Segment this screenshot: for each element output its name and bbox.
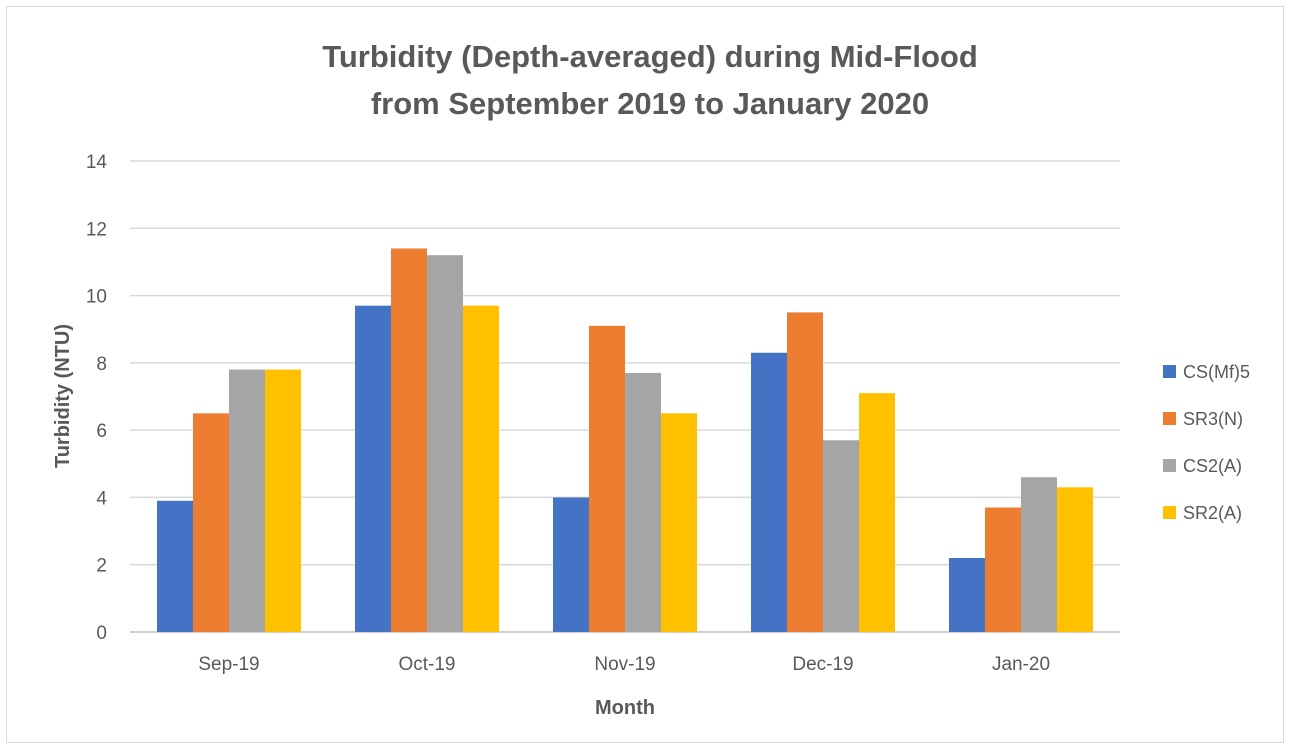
- legend-swatch: [1163, 459, 1176, 472]
- legend-label: CS(Mf)5: [1183, 362, 1250, 382]
- bar-sr3-n--oct-19: [391, 248, 427, 632]
- y-tick-label: 14: [86, 152, 108, 173]
- legend-swatch: [1163, 412, 1176, 425]
- bar-sr2-a--sep-19: [265, 369, 301, 632]
- bar-cs-mf-5-dec-19: [751, 352, 787, 632]
- x-tick-label: Dec-19: [792, 654, 853, 675]
- bar-cs2-a--nov-19: [625, 372, 661, 632]
- bar-sr3-n--sep-19: [193, 413, 229, 632]
- x-tick-label: Sep-19: [198, 654, 259, 675]
- bar-cs2-a--jan-20: [1021, 477, 1057, 632]
- bar-cs-mf-5-sep-19: [157, 500, 193, 632]
- bar-cs2-a--oct-19: [427, 255, 463, 632]
- bar-cs2-a--dec-19: [823, 440, 859, 632]
- y-tick-label: 2: [96, 556, 107, 577]
- legend: CS(Mf)5 SR3(N) CS2(A) SR2(A): [1163, 362, 1250, 523]
- y-tick-label: 6: [96, 421, 107, 442]
- bar-sr2-a--dec-19: [859, 393, 895, 632]
- legend-label: SR3(N): [1183, 409, 1243, 429]
- bar-sr3-n--nov-19: [589, 325, 625, 632]
- legend-label: CS2(A): [1183, 456, 1242, 476]
- legend-label: SR2(A): [1183, 503, 1242, 523]
- legend-swatch: [1163, 365, 1176, 378]
- bar-sr3-n--dec-19: [787, 312, 823, 632]
- chart-title-line-2: from September 2019 to January 2020: [371, 86, 929, 121]
- legend-swatch: [1163, 506, 1176, 519]
- x-axis-ticks: Sep-19 Oct-19 Nov-19 Dec-19 Jan-20: [198, 654, 1050, 675]
- bar-sr2-a--jan-20: [1057, 487, 1093, 632]
- bar-sr2-a--nov-19: [661, 413, 697, 632]
- bar-cs-mf-5-nov-19: [553, 497, 589, 632]
- bar-cs-mf-5-jan-20: [949, 557, 985, 632]
- y-tick-label: 10: [86, 287, 107, 308]
- bar-cs-mf-5-oct-19: [355, 305, 391, 632]
- y-tick-label: 4: [96, 488, 107, 509]
- bars: [157, 248, 1093, 632]
- chart-title-line-1: Turbidity (Depth-averaged) during Mid-Fl…: [322, 39, 978, 74]
- y-axis-ticks: 0 2 4 6 8 10 12 14: [86, 152, 108, 644]
- bar-sr2-a--oct-19: [463, 305, 499, 632]
- y-axis-title: Turbidity (NTU): [52, 324, 74, 468]
- x-tick-label: Jan-20: [992, 654, 1050, 675]
- x-tick-label: Nov-19: [594, 654, 655, 675]
- bar-cs2-a--sep-19: [229, 369, 265, 632]
- x-axis-title: Month: [595, 697, 655, 719]
- y-tick-label: 0: [96, 623, 107, 644]
- y-tick-label: 12: [86, 219, 107, 240]
- bar-sr3-n--jan-20: [985, 507, 1021, 632]
- x-tick-label: Oct-19: [398, 654, 455, 675]
- y-tick-label: 8: [96, 354, 107, 375]
